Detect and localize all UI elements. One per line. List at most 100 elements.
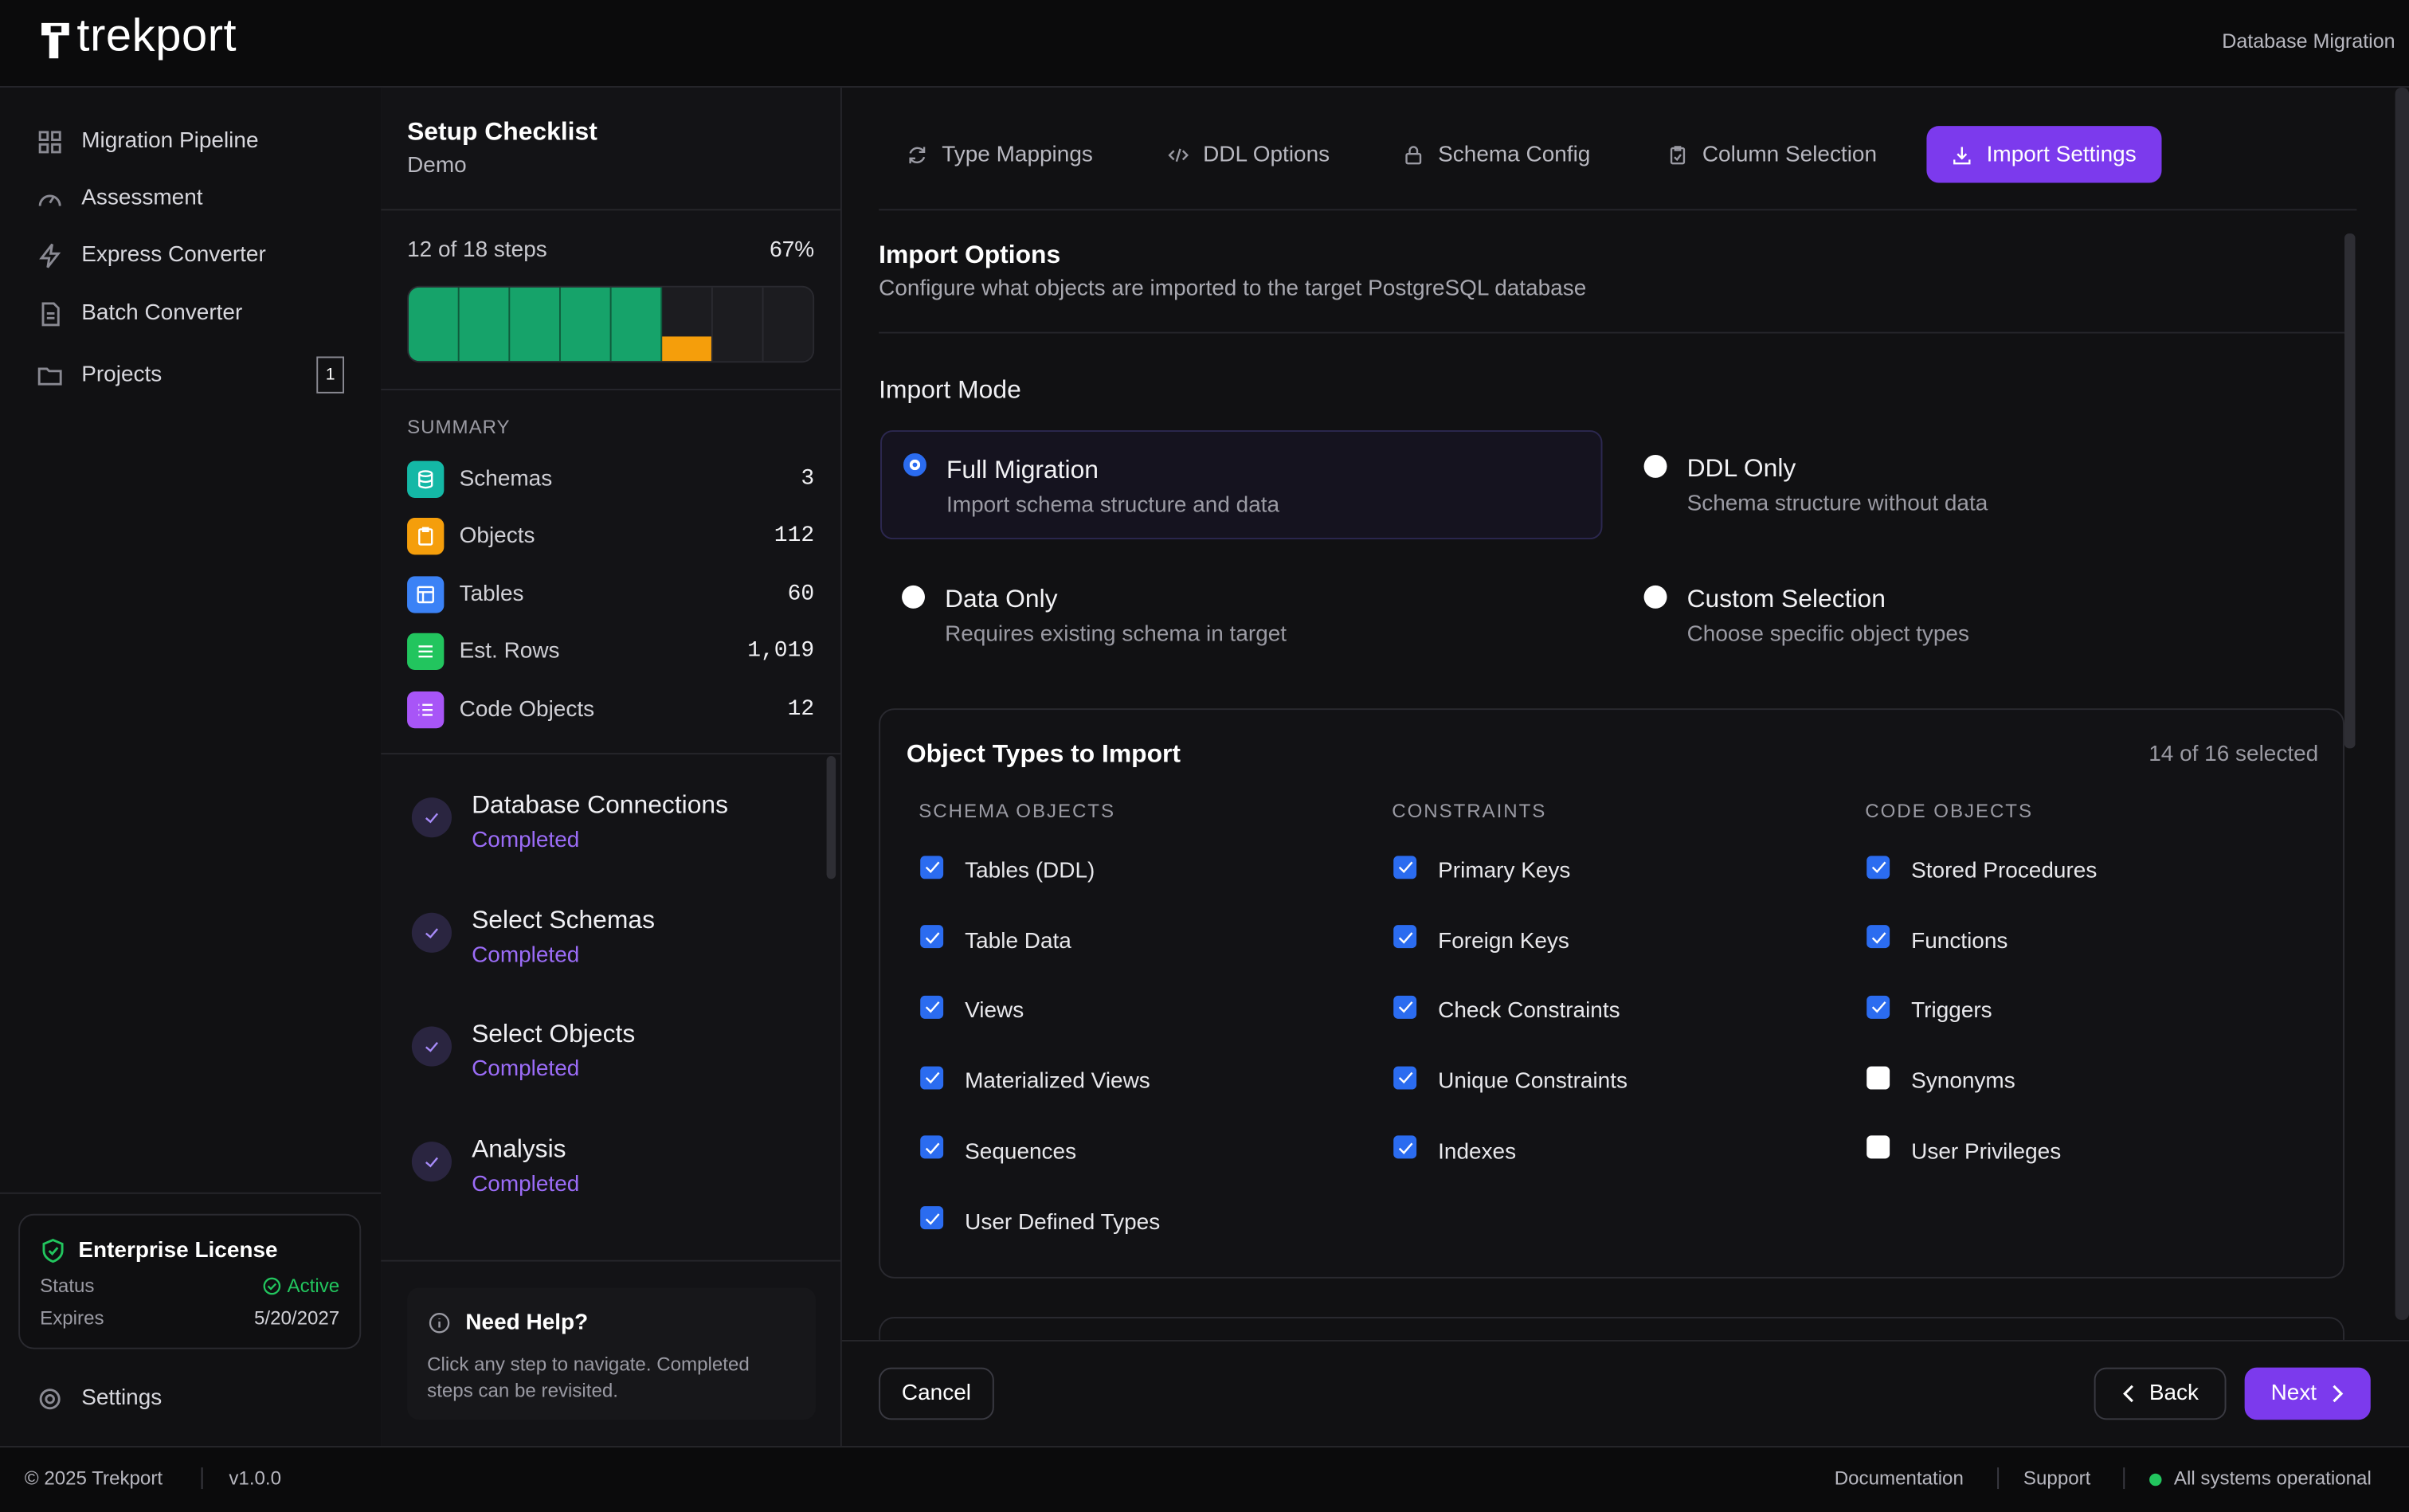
checkbox-label: Sequences bbox=[965, 1139, 1077, 1165]
tab-active[interactable]: Import Settings bbox=[1926, 126, 2161, 183]
chevron-left bbox=[2122, 1385, 2133, 1403]
checkbox-item[interactable]: Sequences bbox=[920, 1136, 1077, 1168]
nav-item[interactable]: Migration Pipeline bbox=[37, 123, 344, 159]
steps: Database Connections Completed Select Sche… bbox=[381, 754, 840, 1260]
nav-item[interactable]: Projects 1 bbox=[37, 356, 344, 394]
radio bbox=[1643, 585, 1667, 609]
back-button[interactable]: Back bbox=[2094, 1367, 2227, 1420]
status-value: Active bbox=[263, 1275, 339, 1297]
tab[interactable]: Schema Config bbox=[1403, 126, 1591, 182]
checkbox-label: Functions bbox=[1911, 929, 2008, 954]
mode-label: Custom Selection bbox=[1686, 585, 1886, 613]
summary-icon bbox=[407, 633, 445, 671]
mode-option[interactable]: Custom Selection Choose specific object t… bbox=[1623, 561, 2344, 670]
summary-value: 1,019 bbox=[747, 639, 815, 664]
settings-link[interactable]: Settings bbox=[37, 1380, 162, 1416]
progress-segment bbox=[662, 287, 713, 362]
nav-label: Batch Converter bbox=[81, 301, 243, 326]
checkbox-item[interactable]: Stored Procedures bbox=[1866, 855, 2097, 887]
summary-label: Est. Rows bbox=[459, 639, 560, 664]
check-icon bbox=[425, 1042, 438, 1053]
check-mark bbox=[1397, 1001, 1412, 1014]
nav-item[interactable]: Express Converter bbox=[37, 237, 344, 273]
step-status: Completed bbox=[472, 942, 580, 968]
mode-option[interactable]: Full Migration Import schema structure an… bbox=[880, 430, 1603, 540]
divider bbox=[381, 389, 840, 390]
checkbox bbox=[1866, 855, 1890, 879]
checkbox-item[interactable]: Foreign Keys bbox=[1393, 925, 1569, 957]
checklist-step[interactable]: Select Schemas Completed bbox=[411, 906, 811, 982]
checkbox-item[interactable]: Check Constraints bbox=[1393, 995, 1620, 1028]
mode-description: Requires existing schema in target bbox=[945, 622, 1287, 648]
help-title: Need Help? bbox=[465, 1310, 589, 1336]
checkbox-item[interactable]: Views bbox=[920, 995, 1024, 1028]
tab-label: Schema Config bbox=[1438, 142, 1591, 167]
tab[interactable]: DDL Options bbox=[1168, 126, 1330, 182]
shield-icon bbox=[42, 1239, 64, 1263]
check-icon bbox=[425, 927, 438, 938]
summary-value: 112 bbox=[774, 524, 815, 550]
checkbox-label: Indexes bbox=[1438, 1139, 1517, 1165]
checkbox bbox=[1393, 855, 1417, 879]
status-link[interactable]: Support bbox=[2023, 1467, 2091, 1490]
checkbox-item[interactable]: Materialized Views bbox=[920, 1065, 1150, 1098]
tab[interactable]: Type Mappings bbox=[907, 126, 1093, 182]
checklist-step[interactable]: Database Connections Completed bbox=[411, 791, 811, 868]
checkbox-item[interactable]: Indexes bbox=[1393, 1136, 1517, 1168]
step-name: Select Schemas bbox=[472, 906, 656, 934]
checklist-step[interactable]: Select Objects Completed bbox=[411, 1021, 811, 1098]
settings-label: Settings bbox=[81, 1385, 163, 1411]
checklist-step[interactable]: Analysis Completed bbox=[411, 1135, 811, 1212]
check-mark bbox=[924, 861, 939, 873]
help-text: Click any step to navigate. Completed st… bbox=[427, 1353, 750, 1402]
license-card: Enterprise License Status Active Expires… bbox=[18, 1213, 362, 1349]
step-name: Analysis bbox=[472, 1135, 566, 1164]
checkbox-item[interactable]: User Defined Types bbox=[920, 1206, 1160, 1238]
checkbox-item[interactable]: Synonyms bbox=[1866, 1065, 2015, 1098]
checkbox-item[interactable]: Table Data bbox=[920, 925, 1071, 957]
cancel-button[interactable]: Cancel bbox=[879, 1367, 994, 1420]
mode-label: Full Migration bbox=[946, 456, 1099, 484]
group-title: SCHEMA OBJECTS bbox=[919, 800, 1115, 822]
nav-icon bbox=[38, 194, 61, 206]
status-link[interactable]: Documentation bbox=[1834, 1467, 1964, 1490]
tab-label: Import Settings bbox=[1986, 142, 2137, 167]
scrollbar bbox=[826, 755, 836, 879]
radio bbox=[902, 585, 925, 609]
checkbox-item[interactable]: Unique Constraints bbox=[1393, 1065, 1628, 1098]
nav-item[interactable]: Batch Converter bbox=[37, 295, 344, 331]
summary-value: 3 bbox=[801, 467, 815, 492]
check-mark bbox=[924, 1142, 939, 1154]
check-mark bbox=[1397, 1071, 1412, 1084]
checkbox bbox=[920, 855, 944, 879]
checkbox-item[interactable]: Tables (DDL) bbox=[920, 855, 1095, 887]
tab[interactable]: Column Selection bbox=[1667, 126, 1877, 182]
summary-value: 60 bbox=[787, 582, 815, 607]
mode-option[interactable]: Data Only Requires existing schema in tar… bbox=[880, 561, 1602, 670]
summary-glyph bbox=[418, 470, 433, 489]
radio bbox=[903, 453, 926, 476]
checkbox-label: Foreign Keys bbox=[1438, 929, 1569, 954]
step-check bbox=[411, 797, 452, 838]
tab-label: Column Selection bbox=[1702, 142, 1878, 167]
mode-option[interactable]: DDL Only Schema structure without data bbox=[1623, 430, 2344, 539]
next-button[interactable]: Next bbox=[2244, 1367, 2371, 1420]
checkbox-item[interactable]: Functions bbox=[1866, 925, 2008, 957]
expires-value: 5/20/2027 bbox=[253, 1307, 340, 1330]
checkbox-item[interactable]: Primary Keys bbox=[1393, 855, 1570, 887]
nav-item[interactable]: Assessment bbox=[37, 180, 344, 217]
step-status: Completed bbox=[472, 828, 580, 853]
check-mark bbox=[1870, 861, 1886, 873]
summary-row: Tables 60 bbox=[407, 574, 814, 614]
nav-label: Express Converter bbox=[81, 242, 266, 268]
summary-glyph bbox=[418, 645, 433, 658]
checkbox bbox=[920, 1065, 944, 1089]
checkbox-item[interactable]: Triggers bbox=[1866, 995, 1992, 1028]
checkbox-item[interactable]: User Privileges bbox=[1866, 1136, 2061, 1168]
check-mark bbox=[924, 1001, 939, 1014]
checkbox bbox=[1393, 1136, 1417, 1159]
check-icon bbox=[425, 1157, 438, 1168]
checklist-title: Setup Checklist bbox=[407, 118, 597, 147]
summary-icon bbox=[407, 691, 445, 728]
tab-label: DDL Options bbox=[1203, 142, 1330, 167]
